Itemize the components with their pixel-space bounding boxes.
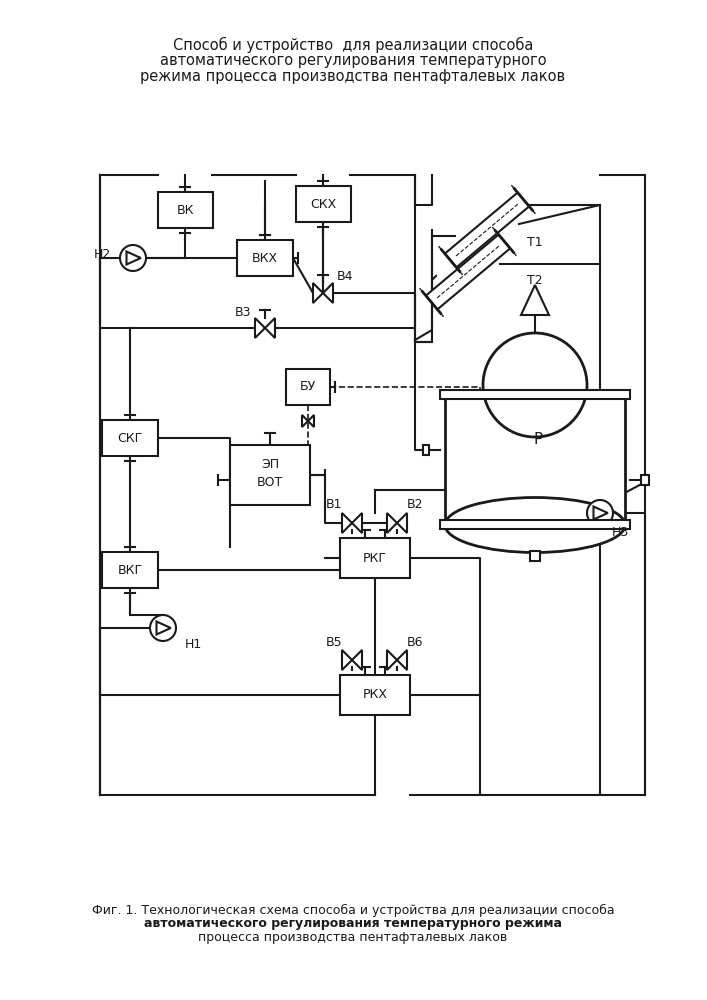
Text: процесса производства пентафталевых лаков: процесса производства пентафталевых лако… bbox=[199, 932, 508, 944]
Text: Способ и устройство  для реализации способа: Способ и устройство для реализации спосо… bbox=[173, 37, 533, 53]
Text: ЭП: ЭП bbox=[261, 458, 279, 472]
Polygon shape bbox=[445, 193, 529, 267]
Text: Н2: Н2 bbox=[94, 247, 111, 260]
Bar bbox=[237, 240, 293, 276]
Polygon shape bbox=[342, 513, 352, 533]
Polygon shape bbox=[593, 506, 608, 520]
Bar bbox=[641, 475, 649, 485]
Bar bbox=[296, 186, 351, 222]
Text: СКХ: СКХ bbox=[310, 198, 336, 211]
Text: ВОТ: ВОТ bbox=[257, 477, 283, 489]
Polygon shape bbox=[323, 283, 333, 303]
Bar bbox=[440, 520, 630, 529]
Polygon shape bbox=[265, 318, 275, 338]
Text: Фиг. 1. Технологическая схема способа и устройства для реализации способа: Фиг. 1. Технологическая схема способа и … bbox=[92, 903, 614, 917]
Circle shape bbox=[587, 500, 613, 526]
Bar bbox=[530, 551, 540, 561]
Text: Т2: Т2 bbox=[527, 273, 543, 286]
Text: В2: В2 bbox=[407, 498, 423, 512]
Polygon shape bbox=[342, 650, 352, 670]
Polygon shape bbox=[521, 285, 549, 315]
Text: РКГ: РКГ bbox=[363, 552, 387, 564]
Polygon shape bbox=[352, 513, 362, 533]
Text: Т1: Т1 bbox=[527, 235, 543, 248]
Bar bbox=[445, 395, 625, 525]
Text: Н3: Н3 bbox=[612, 526, 629, 540]
Bar bbox=[102, 552, 158, 588]
Text: В6: В6 bbox=[407, 636, 423, 648]
Circle shape bbox=[150, 615, 176, 641]
Polygon shape bbox=[352, 650, 362, 670]
Polygon shape bbox=[255, 318, 265, 338]
Text: режима процесса производства пентафталевых лаков: режима процесса производства пентафталев… bbox=[141, 70, 566, 85]
Text: СКГ: СКГ bbox=[117, 432, 143, 444]
Ellipse shape bbox=[447, 499, 623, 550]
Circle shape bbox=[120, 245, 146, 271]
Text: В4: В4 bbox=[337, 270, 354, 284]
Bar bbox=[230, 445, 310, 505]
Polygon shape bbox=[308, 415, 314, 427]
Text: ВКГ: ВКГ bbox=[117, 564, 143, 576]
Polygon shape bbox=[426, 235, 510, 309]
Bar bbox=[158, 192, 213, 228]
Polygon shape bbox=[387, 650, 397, 670]
Bar bbox=[440, 390, 630, 399]
Text: автоматического регулирования температурного режима: автоматического регулирования температур… bbox=[144, 918, 562, 930]
Text: БУ: БУ bbox=[300, 380, 316, 393]
Polygon shape bbox=[127, 251, 141, 264]
Polygon shape bbox=[156, 621, 171, 635]
Text: РКХ: РКХ bbox=[363, 688, 387, 702]
Bar bbox=[286, 369, 330, 405]
Text: автоматического регулирования температурного: автоматического регулирования температур… bbox=[160, 53, 547, 68]
Polygon shape bbox=[387, 513, 397, 533]
Polygon shape bbox=[313, 283, 323, 303]
Text: В5: В5 bbox=[326, 636, 342, 648]
Bar bbox=[340, 538, 410, 578]
Bar bbox=[423, 445, 429, 455]
Text: Р: Р bbox=[533, 432, 543, 448]
Ellipse shape bbox=[445, 497, 625, 552]
Text: ВК: ВК bbox=[176, 204, 194, 217]
Polygon shape bbox=[302, 415, 308, 427]
Polygon shape bbox=[397, 513, 407, 533]
Text: Н1: Н1 bbox=[185, 638, 201, 650]
Polygon shape bbox=[397, 650, 407, 670]
Circle shape bbox=[483, 333, 587, 437]
Text: ВКХ: ВКХ bbox=[252, 251, 278, 264]
Bar bbox=[340, 675, 410, 715]
Bar bbox=[102, 420, 158, 456]
Text: В1: В1 bbox=[326, 498, 342, 512]
Text: В3: В3 bbox=[235, 306, 251, 318]
